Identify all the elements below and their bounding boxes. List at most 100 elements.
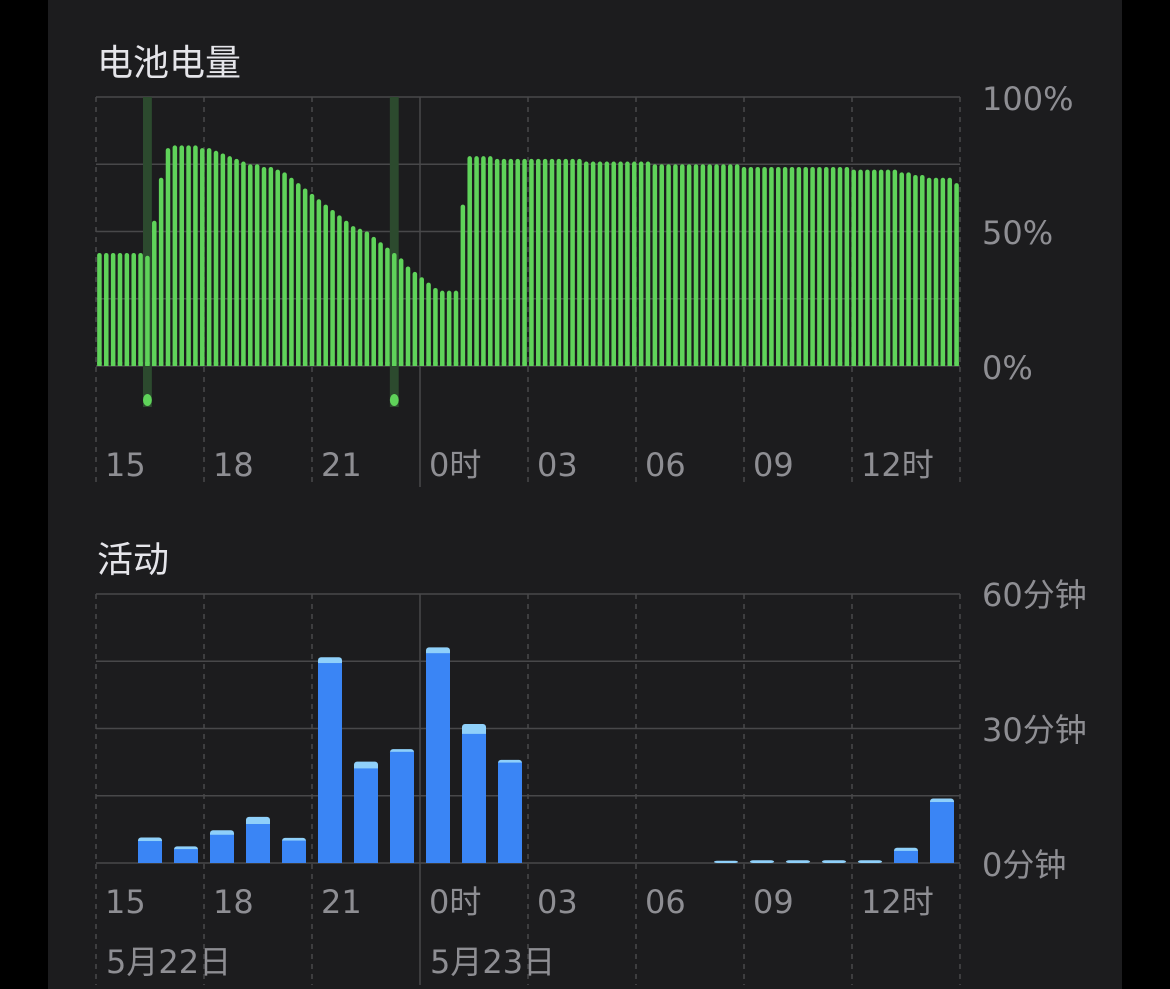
battery-bar-base xyxy=(186,362,191,366)
battery-bar xyxy=(597,161,603,366)
battery-bar xyxy=(316,199,322,366)
charging-marker xyxy=(143,394,152,406)
battery-bar xyxy=(577,158,582,366)
battery-bar xyxy=(542,158,548,366)
battery-bar xyxy=(241,161,246,366)
battery-bar-base xyxy=(741,362,747,366)
battery-bar-base xyxy=(206,362,212,366)
battery-bar xyxy=(885,169,891,366)
battery-bar xyxy=(344,220,349,366)
battery-bar xyxy=(625,161,630,366)
activity-y-tick-0: 0分钟 xyxy=(982,846,1066,884)
battery-bar xyxy=(474,156,479,366)
battery-bar xyxy=(158,177,164,366)
battery-bar xyxy=(248,164,253,366)
charging-band xyxy=(143,97,152,407)
activity-bar xyxy=(174,849,198,863)
battery-bar-base xyxy=(590,362,596,366)
battery-bars xyxy=(97,145,959,366)
battery-bar-base xyxy=(686,362,692,366)
battery-bar xyxy=(398,258,404,366)
battery-bar xyxy=(803,166,808,366)
battery-bar-base xyxy=(227,362,232,366)
battery-bar xyxy=(515,158,520,366)
battery-bar xyxy=(481,156,486,366)
battery-bar xyxy=(940,177,946,366)
charging-marker xyxy=(389,394,399,406)
battery-bar xyxy=(152,220,157,366)
battery-x-tick: 21 xyxy=(321,446,362,484)
battery-bar xyxy=(138,253,143,366)
battery-bar-base xyxy=(892,362,898,366)
activity-x-tick: 15 xyxy=(105,883,146,921)
battery-bar-base xyxy=(920,362,925,366)
battery-bar-base xyxy=(817,362,822,366)
activity-bar xyxy=(138,841,162,863)
battery-bar xyxy=(357,228,363,366)
battery-bar xyxy=(296,183,301,366)
battery-bar-base xyxy=(152,362,157,366)
battery-bar xyxy=(392,253,397,366)
battery-bar xyxy=(858,169,863,366)
battery-bar-base xyxy=(426,362,431,366)
battery-bar xyxy=(590,161,596,366)
battery-bar-base xyxy=(268,362,274,366)
battery-bar-base xyxy=(412,362,418,366)
battery-bar-base xyxy=(316,362,322,366)
activity-bar-top xyxy=(786,860,810,863)
battery-bar-base xyxy=(789,362,795,366)
battery-bar xyxy=(419,277,424,366)
battery-bar xyxy=(920,175,925,366)
battery-bar-base xyxy=(556,362,562,366)
battery-bar xyxy=(611,161,616,366)
battery-bar xyxy=(707,164,712,366)
battery-bar-base xyxy=(926,362,932,366)
battery-bar-base xyxy=(721,362,726,366)
battery-bar-base xyxy=(158,362,164,366)
battery-bar-base xyxy=(522,362,527,366)
battery-bar xyxy=(796,166,802,366)
battery-bar-base xyxy=(254,362,260,366)
battery-bar-base xyxy=(213,362,219,366)
battery-bar-base xyxy=(467,362,472,366)
battery-bar xyxy=(878,169,884,366)
battery-charging-bands xyxy=(143,97,399,407)
battery-bar xyxy=(700,164,706,366)
battery-bar xyxy=(851,169,856,366)
battery-bar-base xyxy=(803,362,808,366)
activity-bar-top xyxy=(714,860,738,863)
battery-bar xyxy=(762,166,767,366)
battery-bar xyxy=(666,164,671,366)
battery-bar-base xyxy=(529,362,534,366)
battery-bar-base xyxy=(110,362,116,366)
battery-bar-base xyxy=(289,362,294,366)
battery-bar-base xyxy=(618,362,623,366)
battery-x-tick: 12时 xyxy=(861,446,934,484)
battery-y-axis-labels: 100% 50% 0% xyxy=(982,80,1073,387)
battery-bar xyxy=(906,172,911,366)
battery-bar xyxy=(131,253,136,366)
battery-bar-base xyxy=(261,362,267,366)
battery-bar xyxy=(872,169,877,366)
battery-bar-base xyxy=(734,362,740,366)
activity-bar xyxy=(390,751,414,863)
battery-bar xyxy=(289,177,294,366)
battery-bar-base xyxy=(611,362,616,366)
battery-bar xyxy=(200,148,205,366)
battery-bar-base xyxy=(913,362,918,366)
battery-bar xyxy=(440,290,445,366)
activity-bar xyxy=(354,768,378,863)
battery-bar xyxy=(446,290,452,366)
battery-bar-base xyxy=(248,362,253,366)
battery-bar-base xyxy=(323,362,328,366)
battery-bar xyxy=(954,183,959,366)
activity-bar xyxy=(318,663,342,863)
battery-bar-base xyxy=(371,362,376,366)
battery-bar xyxy=(179,145,184,366)
battery-bar-base xyxy=(693,362,699,366)
battery-bar-base xyxy=(673,362,678,366)
activity-x-tick: 06 xyxy=(645,883,686,921)
battery-bar xyxy=(309,193,315,366)
battery-bar xyxy=(261,166,267,366)
